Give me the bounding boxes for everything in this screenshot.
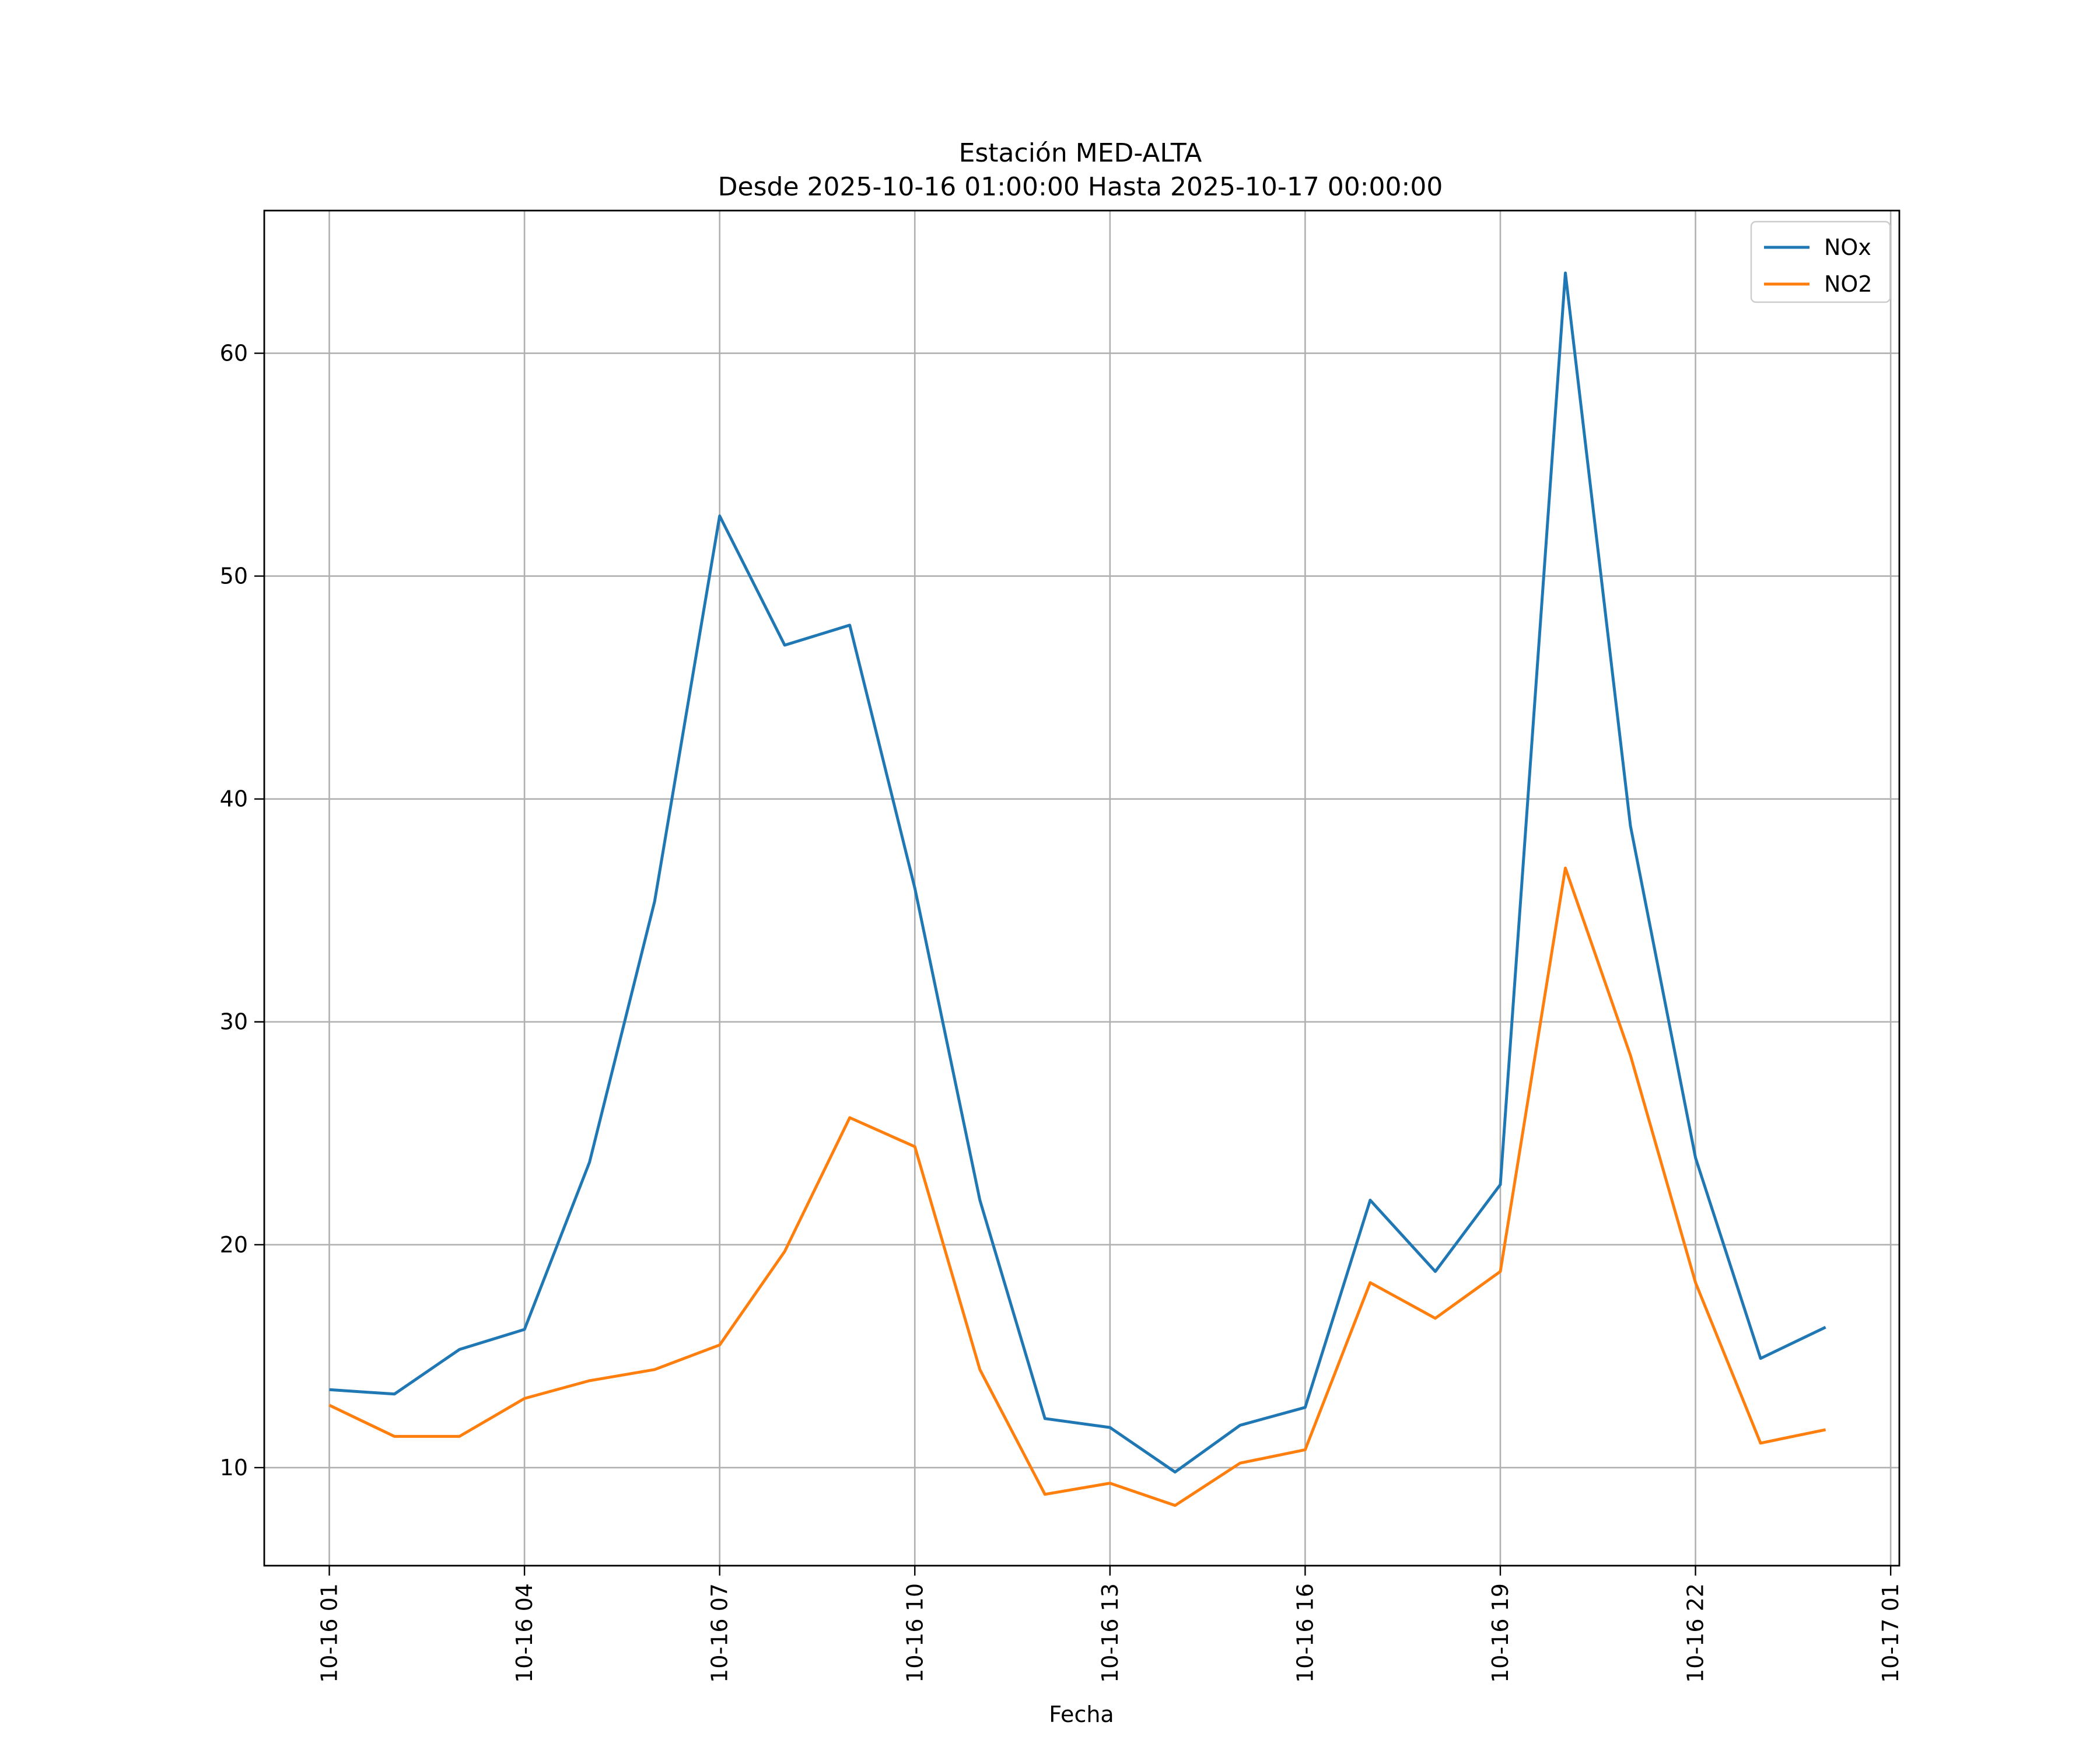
x-tick-label: 10-16 10 xyxy=(902,1583,928,1683)
chart-title-line-1: Estación MED-ALTA xyxy=(959,138,1202,168)
series-line-nox xyxy=(329,271,1826,1474)
series-line-no2 xyxy=(328,866,1826,1507)
series-lines xyxy=(328,271,1826,1507)
y-tick-label: 40 xyxy=(220,786,248,812)
x-tick-label: 10-16 01 xyxy=(317,1583,342,1683)
x-tick-label: 10-16 22 xyxy=(1683,1583,1709,1683)
y-tick-label: 60 xyxy=(220,341,248,366)
chart-title-line-2: Desde 2025-10-16 01:00:00 Hasta 2025-10-… xyxy=(718,172,1443,202)
plot-frame xyxy=(263,209,1901,1567)
y-axis-ticks: 10 20 30 40 50 60 xyxy=(220,341,264,1480)
chart-title: Estación MED-ALTA Desde 2025-10-16 01:00… xyxy=(718,138,1443,202)
x-tick-label: 10-16 07 xyxy=(707,1583,733,1683)
y-tick-label: 30 xyxy=(220,1009,248,1035)
legend-label-no2: NO2 xyxy=(1824,271,1873,297)
legend-box xyxy=(1750,220,1891,303)
y-tick-label: 20 xyxy=(220,1232,248,1258)
x-tick-label: 10-17 01 xyxy=(1878,1583,1903,1683)
y-tick-label: 10 xyxy=(220,1455,248,1480)
x-tick-label: 10-16 19 xyxy=(1488,1583,1513,1683)
legend: NOx NO2 xyxy=(1750,220,1891,303)
x-tick-label: 10-16 13 xyxy=(1097,1583,1123,1683)
x-axis-ticks: 10-16 01 10-16 04 10-16 07 10-16 10 10-16 13… xyxy=(317,1566,1903,1683)
y-tick-label: 50 xyxy=(220,564,248,589)
x-tick-label: 10-16 04 xyxy=(512,1583,537,1683)
x-tick-label: 10-16 16 xyxy=(1292,1583,1318,1683)
grid xyxy=(264,211,1899,1566)
legend-label-nox: NOx xyxy=(1824,235,1871,260)
x-axis-label: Fecha xyxy=(1049,1702,1114,1727)
